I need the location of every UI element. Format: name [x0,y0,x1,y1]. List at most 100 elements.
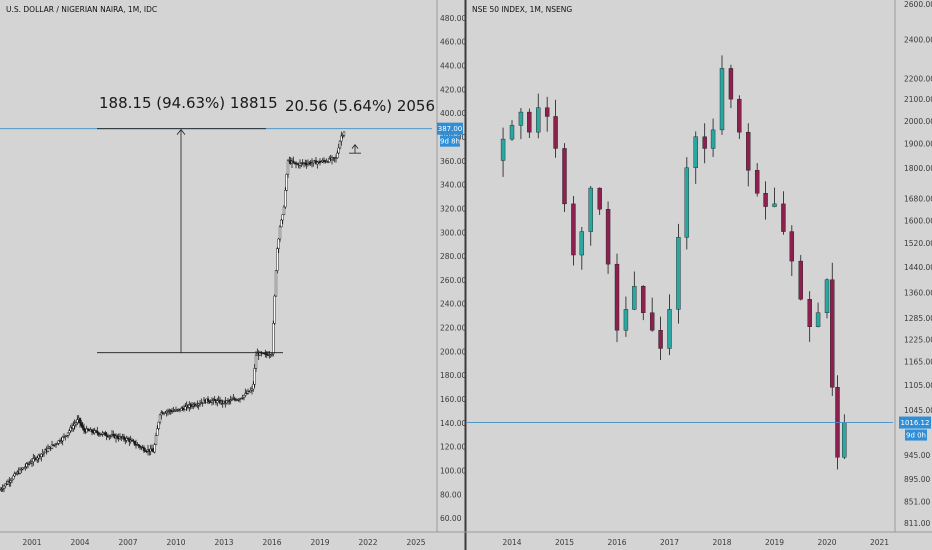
usd-ngn-candle-body [32,458,35,462]
usd-ngn-candle-body [80,422,83,426]
nse50-candle-down [781,203,786,232]
usd-ngn-candle-body [2,485,6,489]
nse50-candle-up [623,309,629,331]
usd-ngn-time-tick-label: 2016 [262,538,281,547]
nse50-candle-up [842,422,847,458]
usd-ngn-candle-body [276,248,279,271]
usd-ngn-candle-body [228,400,231,402]
nse50-time-tick-label: 2014 [502,538,521,547]
usd-ngn-price-tick-label: 440.00 [440,62,466,71]
usd-ngn-price-tag-label: 387.00 [438,125,463,133]
nse50-price-tag [899,416,931,429]
usd-ngn-candle-body [25,463,28,467]
usd-ngn-candle-body [273,295,276,324]
nse50-countdown-tag [905,429,927,441]
measure-small-arrowhead [351,143,359,149]
nse50-price-axis[interactable]: 811.00 851.00 895.00 945.00 1045.00 1105.00 11… [904,0,932,528]
usd-ngn-chart-panel[interactable]: U.S. DOLLAR / NIGERIAN NAIRA, 1M, IDC 60… [0,5,466,547]
usd-ngn-price-tick-label: 300.00 [440,228,466,237]
usd-ngn-candle-body [42,451,46,454]
usd-ngn-candle-body [334,157,338,159]
usd-ngn-time-axis[interactable]: 2001 2004 2007 2010 2013 2016 2019 2022 2025 [22,538,425,547]
usd-ngn-price-tick-label: 120.00 [440,443,466,452]
usd-ngn-candle-body [241,397,244,399]
usd-ngn-candle-body [153,444,156,453]
nse50-price-tick-label: 851.00 [904,498,930,507]
usd-ngn-candle-body [109,435,112,437]
measure-arrowhead [176,129,186,135]
usd-ngn-candle-body [253,368,256,385]
usd-ngn-price-tag [437,122,463,135]
nse50-candle-down [728,68,734,100]
usd-ngn-candle-body [216,400,219,403]
usd-ngn-price-tick-label: 180.00 [440,371,466,380]
usd-ngn-time-tick-label: 2001 [22,538,41,547]
nse50-price-tick-label: 1285.00 [904,314,932,323]
usd-ngn-candle-body [249,390,252,393]
nse50-chart-title: NSE 50 INDEX, 1M, NSENG [472,5,572,14]
nse50-price-tick-label: 1600.00 [904,216,932,225]
usd-ngn-candle-body [10,478,14,481]
usd-ngn-candle-body [312,160,315,163]
nse50-candle-up [579,231,585,256]
usd-ngn-candle-body [337,147,340,154]
usd-ngn-candle-body [189,404,192,407]
usd-ngn-price-tick-label: 160.00 [440,395,466,404]
nse50-time-tick-label: 2015 [555,538,574,547]
usd-ngn-candle-body [166,410,170,413]
nse50-price-tick-label: 1680.00 [904,195,932,204]
nse50-price-tick-label: 2600.00 [904,0,932,9]
usd-ngn-candle-body [154,435,158,445]
usd-ngn-candle-body [280,219,283,228]
nse50-price-tick-label: 895.00 [904,475,930,484]
usd-ngn-candle-body [328,158,331,163]
usd-ngn-candle-body [230,399,234,401]
nse50-price-tick-label: 1800.00 [904,164,932,173]
usd-ngn-price-tick-label: 260.00 [440,276,466,285]
usd-ngn-candles [0,131,346,493]
usd-ngn-price-tick-label: 360.00 [440,157,466,166]
usd-ngn-candle-body [57,440,60,444]
usd-ngn-candle-body [20,469,23,471]
usd-ngn-candle-body [330,157,334,160]
usd-ngn-candle-body [250,388,254,391]
nse50-chart-panel[interactable]: NSE 50 INDEX, 1M, NSENG 811.00 851.00 895.… [467,0,932,547]
nse50-candle-up [536,107,541,133]
usd-ngn-candle-body [274,270,278,297]
nse50-candle-down [830,279,835,388]
usd-ngn-candle-body [126,438,130,440]
usd-ngn-time-tick-label: 2025 [406,538,425,547]
nse50-candle-up [684,167,690,238]
nse50-price-tick-label: 1440.00 [904,263,932,272]
nse50-price-tick-label: 1225.00 [904,335,932,344]
nse50-price-tick-label: 2000.00 [904,117,932,126]
usd-ngn-candle-body [198,403,202,405]
usd-ngn-chart-title: U.S. DOLLAR / NIGERIAN NAIRA, 1M, IDC [6,5,157,14]
usd-ngn-price-tick-label: 240.00 [440,300,466,309]
usd-ngn-candle-body [320,161,323,164]
usd-ngn-time-tick-label: 2013 [214,538,233,547]
usd-ngn-candle-body [294,162,298,165]
usd-ngn-price-tick-label: 460.00 [440,38,466,47]
usd-ngn-price-tick-label: 400.00 [440,109,466,118]
usd-ngn-candle-body [277,238,280,249]
usd-ngn-candle-body [132,440,135,442]
nse50-candle-up [772,203,777,207]
usd-ngn-candle-body [65,435,68,437]
nse50-candle-up [500,138,506,161]
usd-ngn-candle-body [60,440,63,442]
nse50-time-tick-label: 2016 [607,538,626,547]
nse50-price-tick-label: 1520.00 [904,239,932,248]
usd-ngn-candle-body [342,131,346,136]
usd-ngn-candle-body [68,430,71,434]
usd-ngn-candle-body [78,417,82,424]
usd-ngn-candle-body [76,419,79,423]
usd-ngn-candle-body [4,483,7,487]
usd-ngn-candle-body [122,436,126,440]
usd-ngn-candle-body [278,226,282,240]
usd-ngn-candle-body [9,480,12,483]
usd-ngn-price-tick-label: 220.00 [440,324,466,333]
usd-ngn-candle-body [292,160,295,163]
nse50-time-axis[interactable]: 2014 2015 2016 2017 2018 2019 2020 2021 [502,538,889,547]
usd-ngn-candle-body [61,436,64,442]
